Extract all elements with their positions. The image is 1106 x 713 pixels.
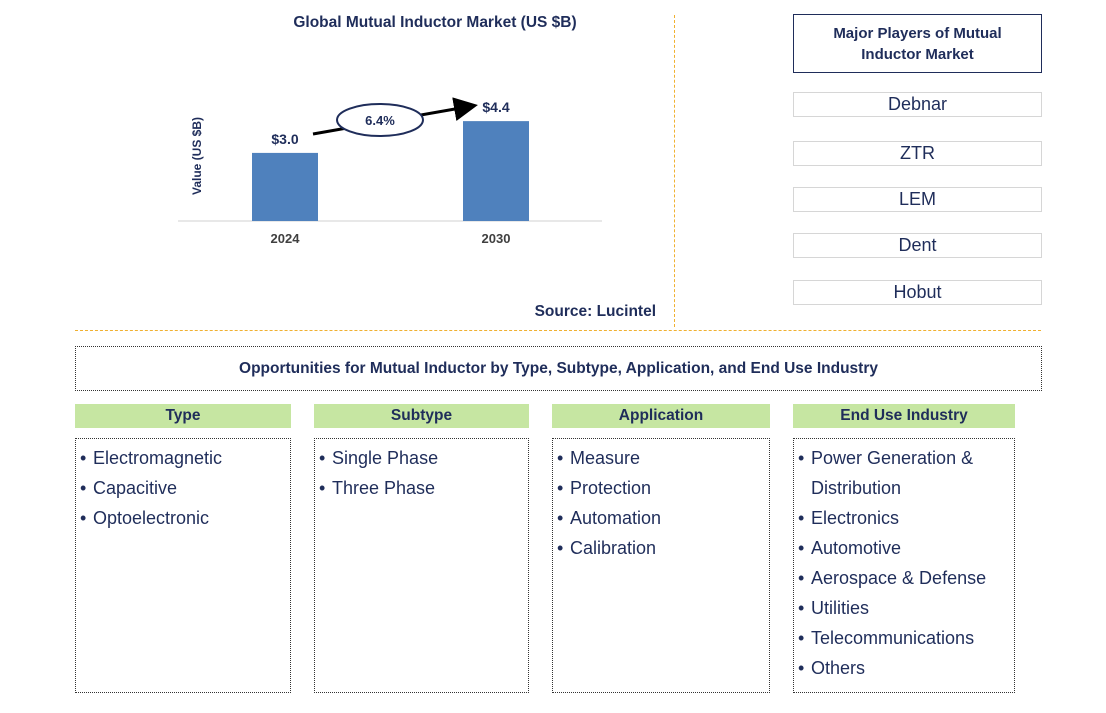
column-heading: End Use Industry — [793, 404, 1015, 428]
chart-title: Global Mutual Inductor Market (US $B) — [293, 14, 576, 31]
list-item: Optoelectronic — [80, 503, 286, 533]
column-list: Single PhaseThree Phase — [314, 438, 529, 693]
chart: Global Mutual Inductor Market (US $B) Va… — [178, 14, 656, 320]
source: Source: Lucintel — [535, 303, 656, 320]
cagr-ellipse — [336, 103, 424, 137]
list-item: Others — [798, 653, 1010, 683]
list-item: Calibration — [557, 533, 765, 563]
list-item: Capacitive — [80, 473, 286, 503]
list-item: Measure — [557, 443, 765, 473]
list: Power Generation & DistributionElectroni… — [798, 443, 1010, 683]
divider — [674, 15, 675, 327]
list: Single PhaseThree Phase — [319, 443, 524, 503]
x-tick-label: 2024 — [271, 231, 301, 246]
list-item: Single Phase — [319, 443, 524, 473]
player: Hobut — [793, 280, 1042, 305]
column-heading: Subtype — [314, 404, 529, 428]
value-label: $4.4 — [482, 99, 509, 115]
list-item: Electronics — [798, 503, 1010, 533]
list-item: Electromagnetic — [80, 443, 286, 473]
column-heading: Application — [552, 404, 770, 428]
x-tick-label: 2030 — [482, 231, 511, 246]
player: Dent — [793, 233, 1042, 258]
bar — [252, 152, 318, 221]
list-item: Automation — [557, 503, 765, 533]
divider — [75, 330, 1041, 331]
list-item: Three Phase — [319, 473, 524, 503]
y-axis-label: Value (US $B) — [190, 117, 204, 195]
bar — [463, 121, 529, 221]
list: MeasureProtectionAutomationCalibration — [557, 443, 765, 563]
list: ElectromagneticCapacitiveOptoelectronic — [80, 443, 286, 533]
cagr-label: 6.4% — [365, 113, 395, 128]
column-list: MeasureProtectionAutomationCalibration — [552, 438, 770, 693]
column-list: Power Generation & DistributionElectroni… — [793, 438, 1015, 693]
list-item: Aerospace & Defense — [798, 563, 1010, 593]
column-heading: Type — [75, 404, 291, 428]
list-item: Utilities — [798, 593, 1010, 623]
player: LEM — [793, 187, 1042, 212]
opportunities-title: Opportunities for Mutual Inductor by Typ… — [75, 346, 1042, 391]
column-list: ElectromagneticCapacitiveOptoelectronic — [75, 438, 291, 693]
player: Debnar — [793, 92, 1042, 117]
player: ZTR — [793, 141, 1042, 166]
list-item: Power Generation & Distribution — [798, 443, 1010, 503]
list-item: Automotive — [798, 533, 1010, 563]
value-label: $3.0 — [271, 131, 298, 147]
players-title: Major Players of Mutual Inductor Market — [793, 14, 1042, 73]
list-item: Protection — [557, 473, 765, 503]
list-item: Telecommunications — [798, 623, 1010, 653]
